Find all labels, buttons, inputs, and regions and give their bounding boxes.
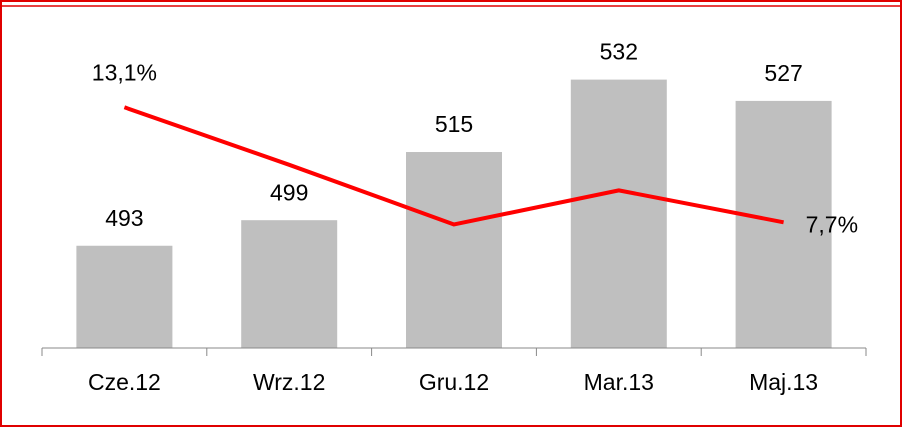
bar-value-label: 527 bbox=[764, 60, 802, 86]
bar-value-label: 532 bbox=[600, 39, 638, 65]
bar bbox=[406, 152, 502, 348]
bar bbox=[570, 79, 667, 349]
bar-value-label: 499 bbox=[270, 179, 308, 205]
bar-value-label: 515 bbox=[435, 111, 473, 137]
bar bbox=[76, 245, 173, 348]
line-value-label: 13,1% bbox=[92, 59, 157, 85]
line bbox=[123, 105, 784, 227]
bar bbox=[735, 100, 832, 348]
line-value-label: 7,7% bbox=[806, 211, 858, 237]
x-tick-label: Wrz.12 bbox=[253, 369, 325, 395]
x-tick-label: Maj.13 bbox=[749, 369, 818, 395]
x-tick-label: Cze.12 bbox=[88, 369, 161, 395]
x-tick-label: Mar.13 bbox=[584, 369, 654, 395]
x-tick-label: Gru.12 bbox=[419, 369, 489, 395]
bar bbox=[241, 220, 338, 348]
bar-value-label: 493 bbox=[105, 205, 143, 231]
